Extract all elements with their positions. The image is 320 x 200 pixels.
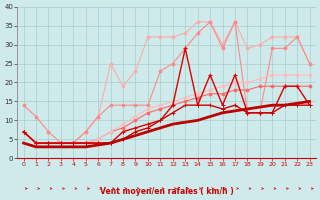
X-axis label: Vent moyen/en rafales ( km/h ): Vent moyen/en rafales ( km/h ): [100, 187, 234, 196]
